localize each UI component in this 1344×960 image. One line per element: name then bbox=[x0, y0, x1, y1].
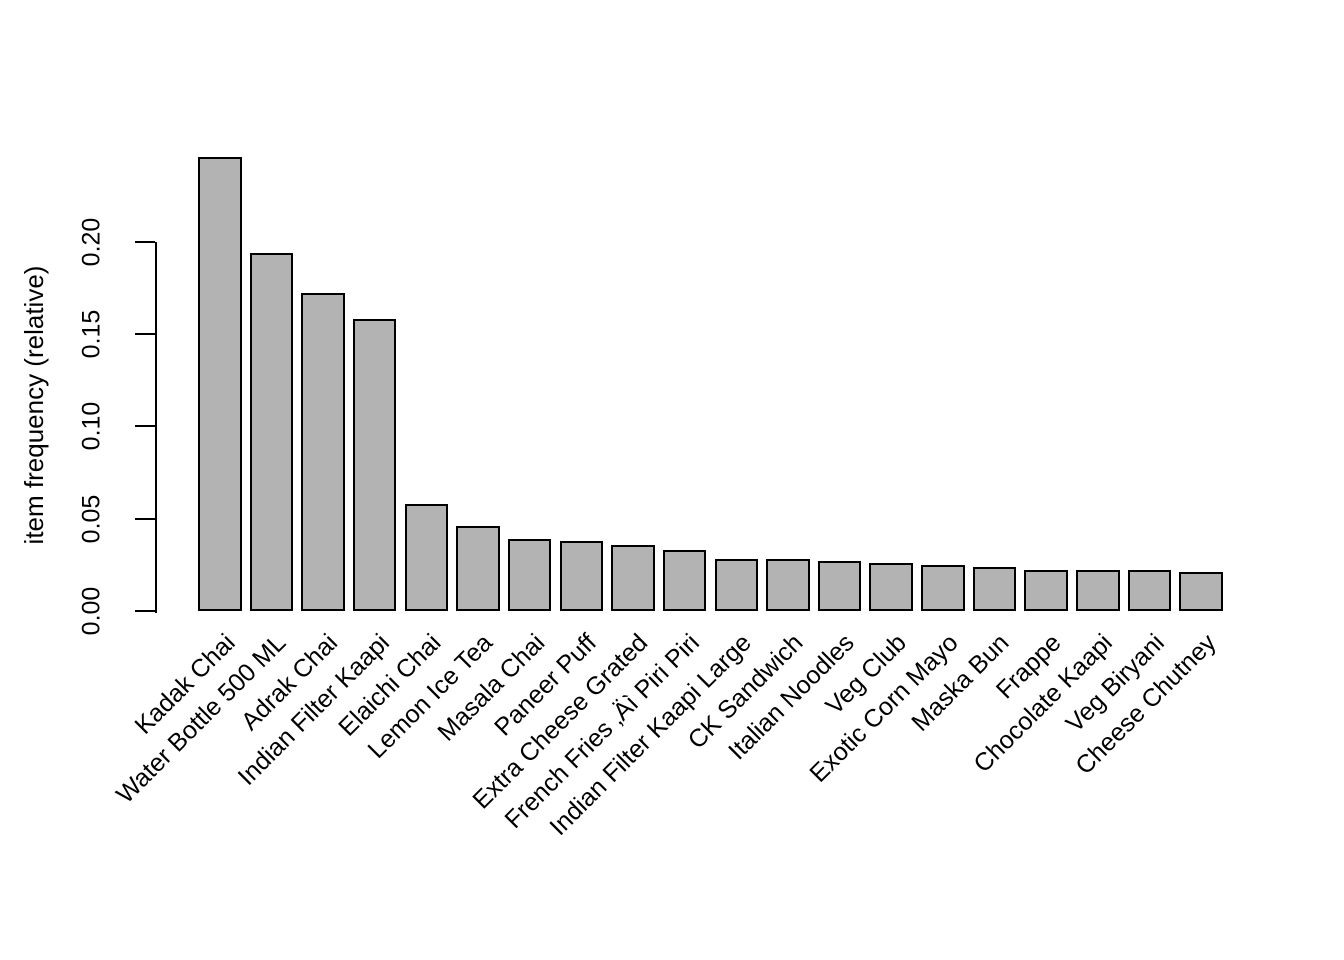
bar bbox=[766, 559, 810, 611]
y-axis-tick-label: 0.15 bbox=[77, 309, 106, 359]
y-axis-tick bbox=[135, 333, 155, 336]
bar bbox=[198, 156, 242, 611]
y-axis-tick bbox=[135, 517, 155, 520]
bar bbox=[404, 503, 449, 611]
y-axis-title: item frequency (relative) bbox=[19, 265, 49, 545]
bar bbox=[249, 252, 294, 611]
bar bbox=[869, 562, 913, 611]
bar bbox=[456, 526, 500, 611]
y-axis-tick-label: 0.00 bbox=[77, 586, 106, 636]
y-axis-tick bbox=[135, 425, 155, 428]
bar bbox=[507, 538, 552, 611]
bar bbox=[559, 540, 604, 611]
bar bbox=[1024, 570, 1068, 611]
y-axis-tick bbox=[135, 240, 155, 243]
bar bbox=[972, 566, 1017, 611]
bar bbox=[352, 319, 397, 611]
bar bbox=[301, 293, 345, 611]
bar bbox=[714, 559, 758, 611]
y-axis-tick-label: 0.10 bbox=[77, 402, 106, 451]
bar bbox=[1076, 570, 1120, 611]
y-axis-tick bbox=[135, 610, 155, 612]
bar bbox=[611, 544, 655, 611]
bar bbox=[1179, 572, 1223, 611]
bar bbox=[662, 550, 707, 611]
y-axis-line bbox=[155, 241, 157, 613]
y-axis-tick-label: 0.20 bbox=[77, 217, 106, 267]
bar bbox=[817, 561, 862, 611]
bar bbox=[921, 564, 965, 611]
y-axis-tick-label: 0.05 bbox=[77, 494, 106, 544]
bar bbox=[1127, 570, 1172, 611]
